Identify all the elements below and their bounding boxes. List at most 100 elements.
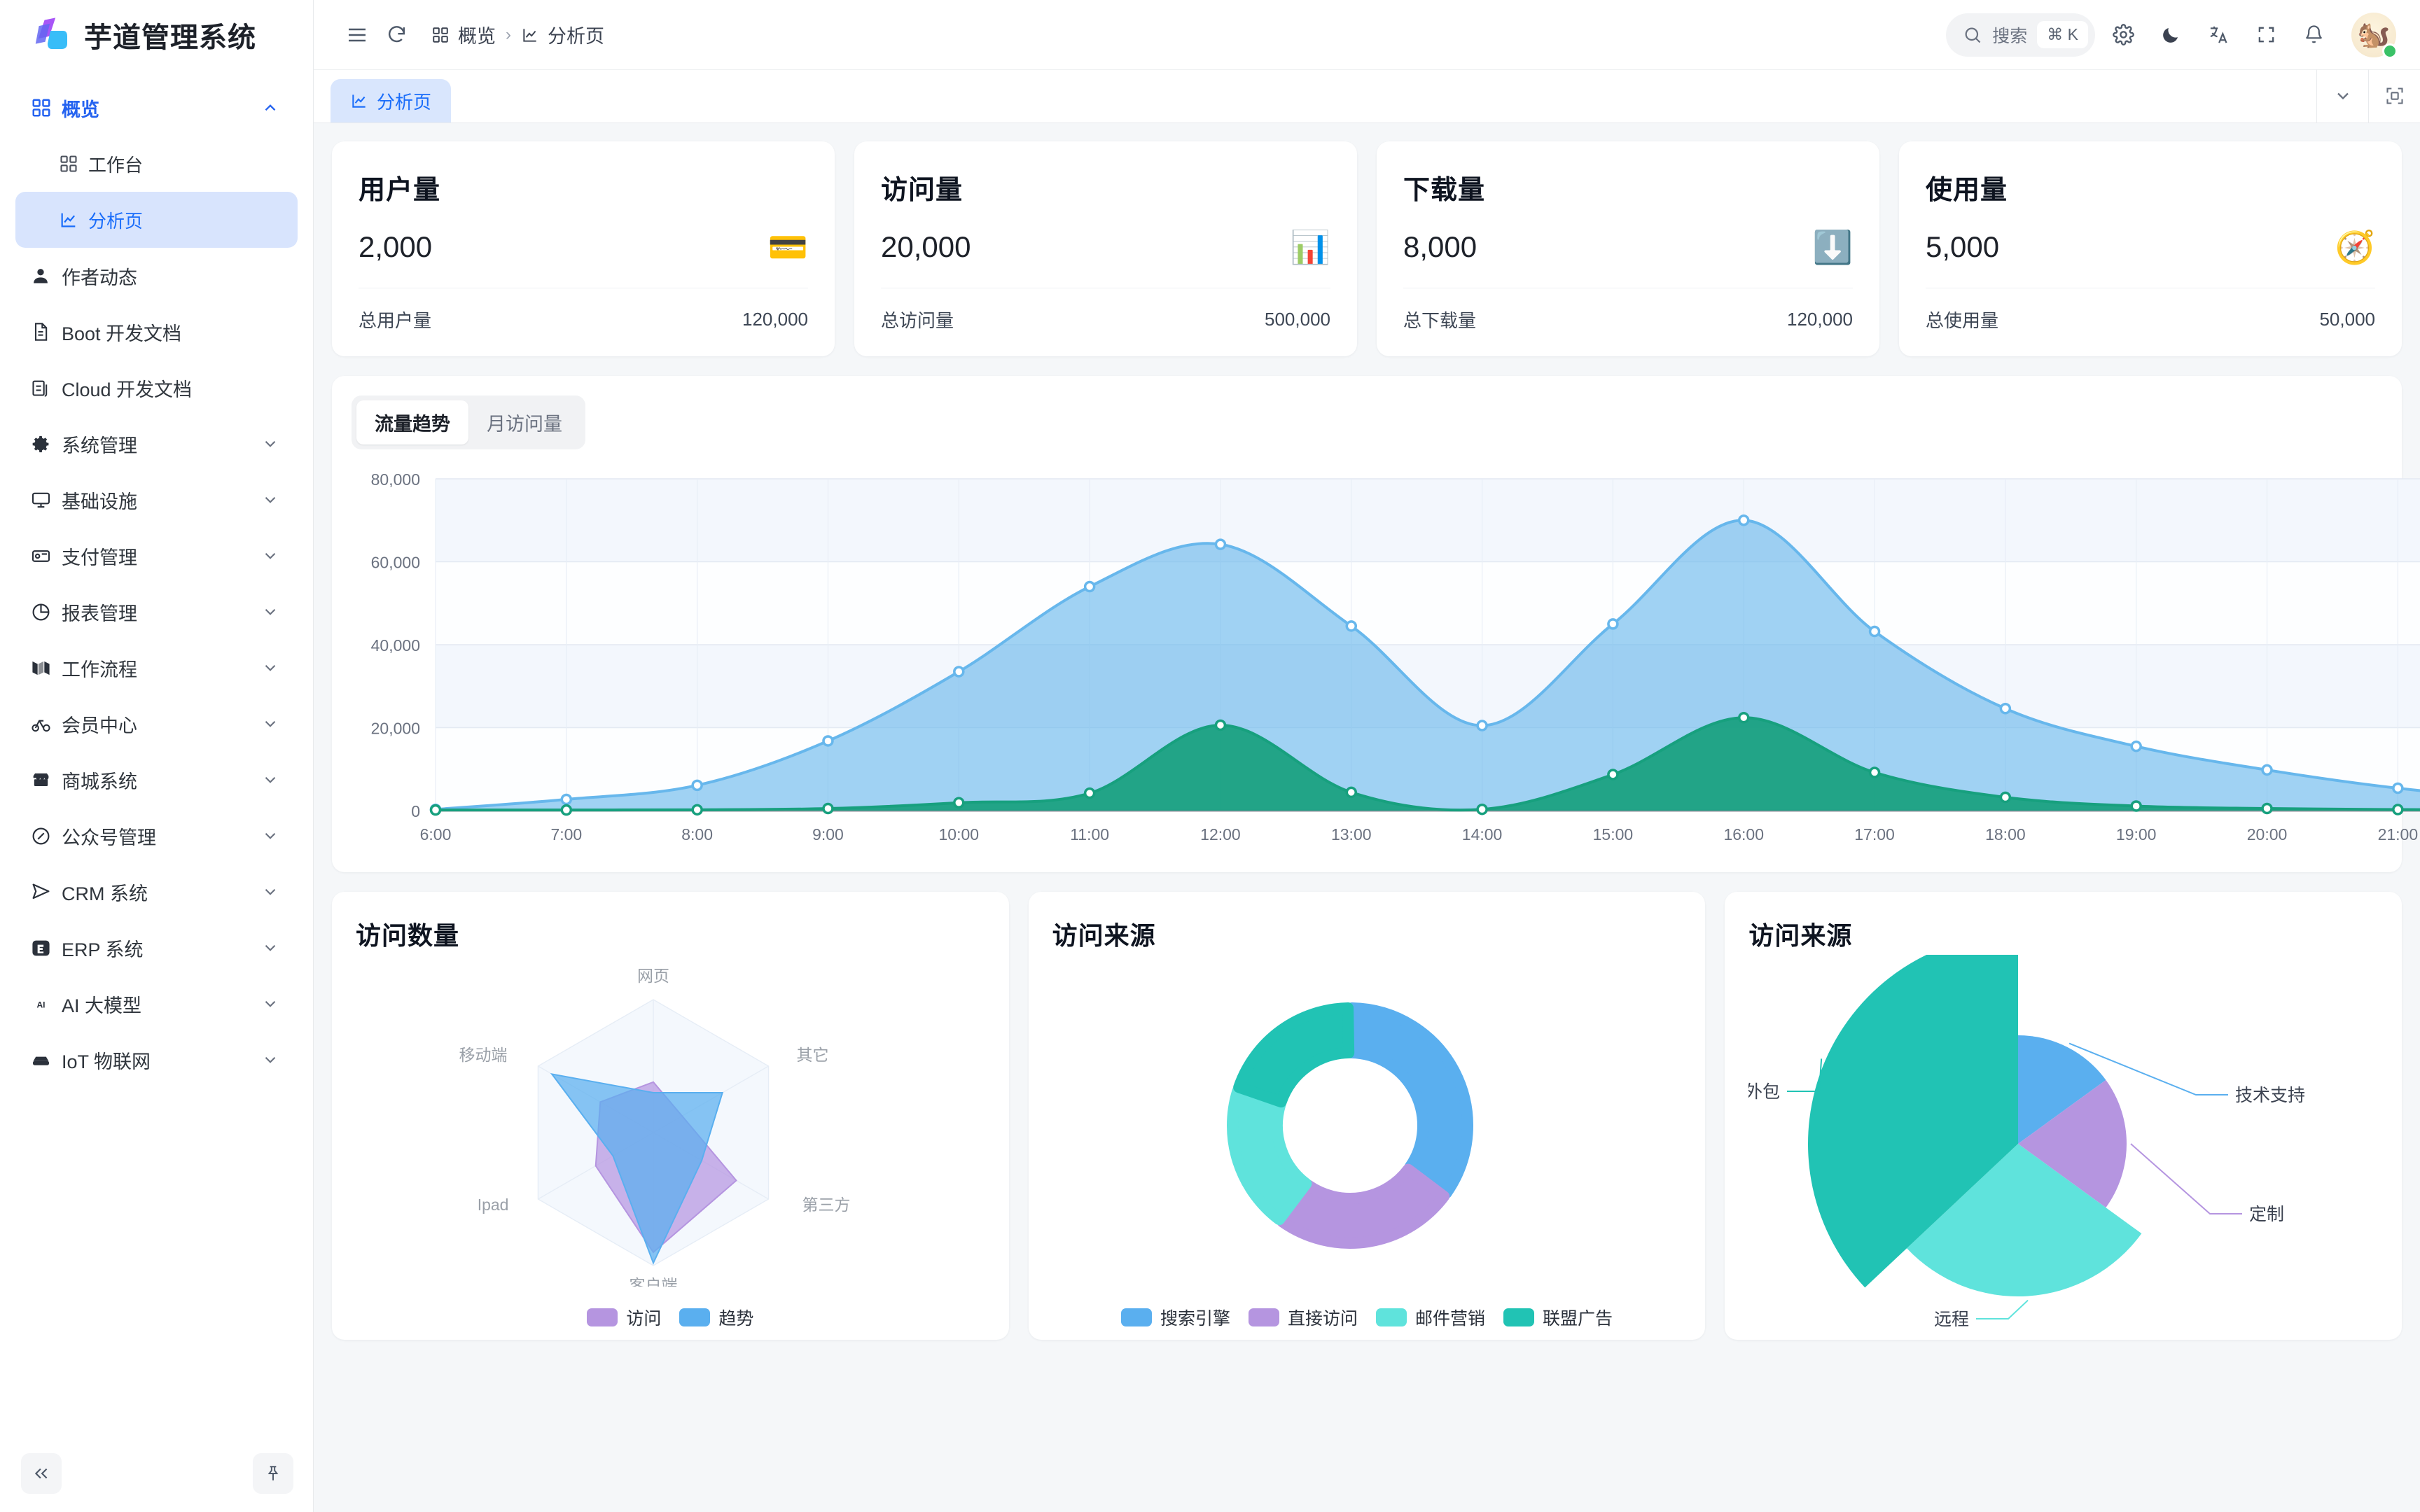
sidebar-item-mall[interactable]: 商城系统 bbox=[15, 752, 298, 808]
status-badge bbox=[2382, 43, 2398, 59]
sidebar-item-label: 报表管理 bbox=[62, 603, 137, 624]
legend-item[interactable]: 趋势 bbox=[679, 1305, 753, 1330]
trend-tab-traffic[interactable]: 流量趋势 bbox=[356, 400, 468, 444]
bell-icon bbox=[2304, 24, 2324, 45]
chevron-down-icon bbox=[260, 883, 281, 901]
bike-icon bbox=[31, 714, 62, 734]
sidebar-item-label: 系统管理 bbox=[62, 435, 137, 456]
svg-text:19:00: 19:00 bbox=[2116, 825, 2157, 844]
legend-swatch bbox=[1120, 1308, 1152, 1326]
sidebar-item-label: IoT 物联网 bbox=[62, 1051, 151, 1072]
legend-label: 访问 bbox=[626, 1309, 662, 1329]
sidebar-item-label: 基础设施 bbox=[62, 491, 137, 512]
grid-icon bbox=[59, 154, 88, 174]
svg-text:其它: 其它 bbox=[797, 1046, 829, 1064]
sidebar-item-workbench[interactable]: 工作台 bbox=[15, 136, 298, 192]
sidebar-item-label: Boot 开发文档 bbox=[62, 323, 182, 344]
legend-item[interactable]: 联盟广告 bbox=[1503, 1305, 1613, 1330]
breadcrumb-item-overview[interactable]: 概览 bbox=[431, 21, 496, 48]
donut-chart-svg bbox=[1226, 1002, 1473, 1249]
svg-text:12:00: 12:00 bbox=[1200, 825, 1241, 844]
refresh-button[interactable] bbox=[377, 15, 416, 55]
sidebar-pin-button[interactable] bbox=[253, 1453, 293, 1494]
download-icon: ⬇️ bbox=[1812, 229, 1853, 265]
translate-icon bbox=[2208, 24, 2230, 46]
legend-swatch bbox=[1503, 1308, 1535, 1326]
stat-title: 使用量 bbox=[1926, 176, 2008, 205]
legend-item[interactable]: 搜索引擎 bbox=[1120, 1305, 1230, 1330]
sidebar-item-label: 工作台 bbox=[88, 154, 144, 176]
chevron-down-icon bbox=[260, 547, 281, 565]
chevron-down-icon bbox=[260, 1051, 281, 1069]
svg-text:14:00: 14:00 bbox=[1462, 825, 1503, 844]
sidebar-item-boot-docs[interactable]: Boot 开发文档 bbox=[15, 304, 298, 360]
pie-chart-icon bbox=[31, 602, 62, 622]
gear-icon bbox=[2112, 24, 2134, 46]
sidebar-item-workflow[interactable]: 工作流程 bbox=[15, 640, 298, 696]
sidebar-toggle-button[interactable] bbox=[338, 15, 377, 55]
moon-icon bbox=[2160, 24, 2181, 46]
dark-mode-button[interactable] bbox=[2151, 15, 2190, 55]
stat-foot-value: 120,000 bbox=[742, 309, 808, 330]
sidebar-item-ai[interactable]: AI AI 大模型 bbox=[15, 976, 298, 1032]
sidebar-item-mp[interactable]: 公众号管理 bbox=[15, 808, 298, 864]
language-button[interactable] bbox=[2199, 15, 2238, 55]
sidebar-item-author-news[interactable]: 作者动态 bbox=[15, 248, 298, 304]
fullscreen-button[interactable] bbox=[2246, 15, 2286, 55]
avatar[interactable]: 🐿️ bbox=[2351, 12, 2398, 59]
sidebar-group-overview[interactable]: 概览 bbox=[15, 80, 298, 136]
stat-foot-label: 总访问量 bbox=[881, 310, 954, 331]
sidebar-item-iot[interactable]: IoT 物联网 bbox=[15, 1032, 298, 1088]
sidebar-item-payment[interactable]: 支付管理 bbox=[15, 528, 298, 584]
svg-text:20,000: 20,000 bbox=[371, 720, 420, 738]
legend-item[interactable]: 访问 bbox=[587, 1305, 661, 1330]
stat-card-downloads: 下载量 8,000 ⬇️ 总下载量 120,000 bbox=[1377, 141, 1879, 356]
sidebar-item-infrastructure[interactable]: 基础设施 bbox=[15, 472, 298, 528]
chevron-down-icon bbox=[260, 827, 281, 845]
sidebar-item-member[interactable]: 会员中心 bbox=[15, 696, 298, 752]
legend-item[interactable]: 直接访问 bbox=[1248, 1305, 1358, 1330]
svg-text:9:00: 9:00 bbox=[812, 825, 844, 844]
sidebar-item-analysis[interactable]: 分析页 bbox=[15, 192, 298, 248]
tab-dropdown-button[interactable] bbox=[2316, 69, 2368, 122]
chevron-down-icon bbox=[260, 939, 281, 957]
sidebar-item-label: AI 大模型 bbox=[62, 995, 142, 1016]
tabbar-actions bbox=[2316, 69, 2420, 122]
avatar-image: 🐿️ bbox=[2351, 12, 2396, 57]
sidebar-item-erp[interactable]: ERP 系统 bbox=[15, 920, 298, 976]
stat-card-row: 用户量 2,000 💳 总用户量 120,000 访问量 20,000 bbox=[332, 141, 2402, 356]
sidebar-item-crm[interactable]: CRM 系统 bbox=[15, 864, 298, 920]
settings-button[interactable] bbox=[2103, 15, 2143, 55]
trend-tab-monthly[interactable]: 月访问量 bbox=[487, 414, 562, 435]
tab-maximize-button[interactable] bbox=[2368, 69, 2420, 122]
sidebar-item-cloud-docs[interactable]: Cloud 开发文档 bbox=[15, 360, 298, 416]
svg-text:客户端: 客户端 bbox=[630, 1276, 678, 1287]
topbar-actions: 搜索 ⌘ K bbox=[1946, 12, 2398, 59]
svg-text:Ipad: Ipad bbox=[478, 1196, 509, 1214]
wallet-icon bbox=[31, 546, 62, 566]
chevron-down-icon bbox=[260, 435, 281, 453]
sidebar-item-report[interactable]: 报表管理 bbox=[15, 584, 298, 640]
legend-item[interactable]: 邮件营销 bbox=[1376, 1305, 1485, 1330]
sidebar-collapse-button[interactable] bbox=[21, 1453, 62, 1494]
notifications-button[interactable] bbox=[2294, 15, 2333, 55]
legend-swatch bbox=[1248, 1308, 1279, 1326]
search-input[interactable]: 搜索 ⌘ K bbox=[1946, 13, 2095, 57]
svg-text:15:00: 15:00 bbox=[1593, 825, 1634, 844]
pin-icon bbox=[264, 1464, 282, 1483]
stat-value: 20,000 bbox=[881, 230, 971, 263]
svg-text:60,000: 60,000 bbox=[371, 554, 420, 572]
sidebar-item-system[interactable]: 系统管理 bbox=[15, 416, 298, 472]
tabbar: 分析页 bbox=[314, 69, 2420, 123]
legend-label: 邮件营销 bbox=[1415, 1309, 1486, 1329]
svg-text:16:00: 16:00 bbox=[1723, 825, 1764, 844]
bottom-card-row: 访问数量 网页 其它 第三方 客户端 Ipad 移动端 访问 趋势 bbox=[332, 892, 2402, 1340]
breadcrumb-item-analysis[interactable]: 分析页 bbox=[521, 21, 604, 48]
area-chart: 0 20,000 40,000 60,000 80,000 6:00 7:00 8:00 9:0… bbox=[352, 466, 2420, 858]
sidebar-item-label: CRM 系统 bbox=[62, 883, 148, 904]
logo-row[interactable]: 芋道管理系统 bbox=[0, 0, 313, 70]
tab-analysis[interactable]: 分析页 bbox=[331, 79, 452, 122]
chevron-down-icon bbox=[2333, 86, 2353, 106]
chevron-down-icon bbox=[260, 603, 281, 621]
